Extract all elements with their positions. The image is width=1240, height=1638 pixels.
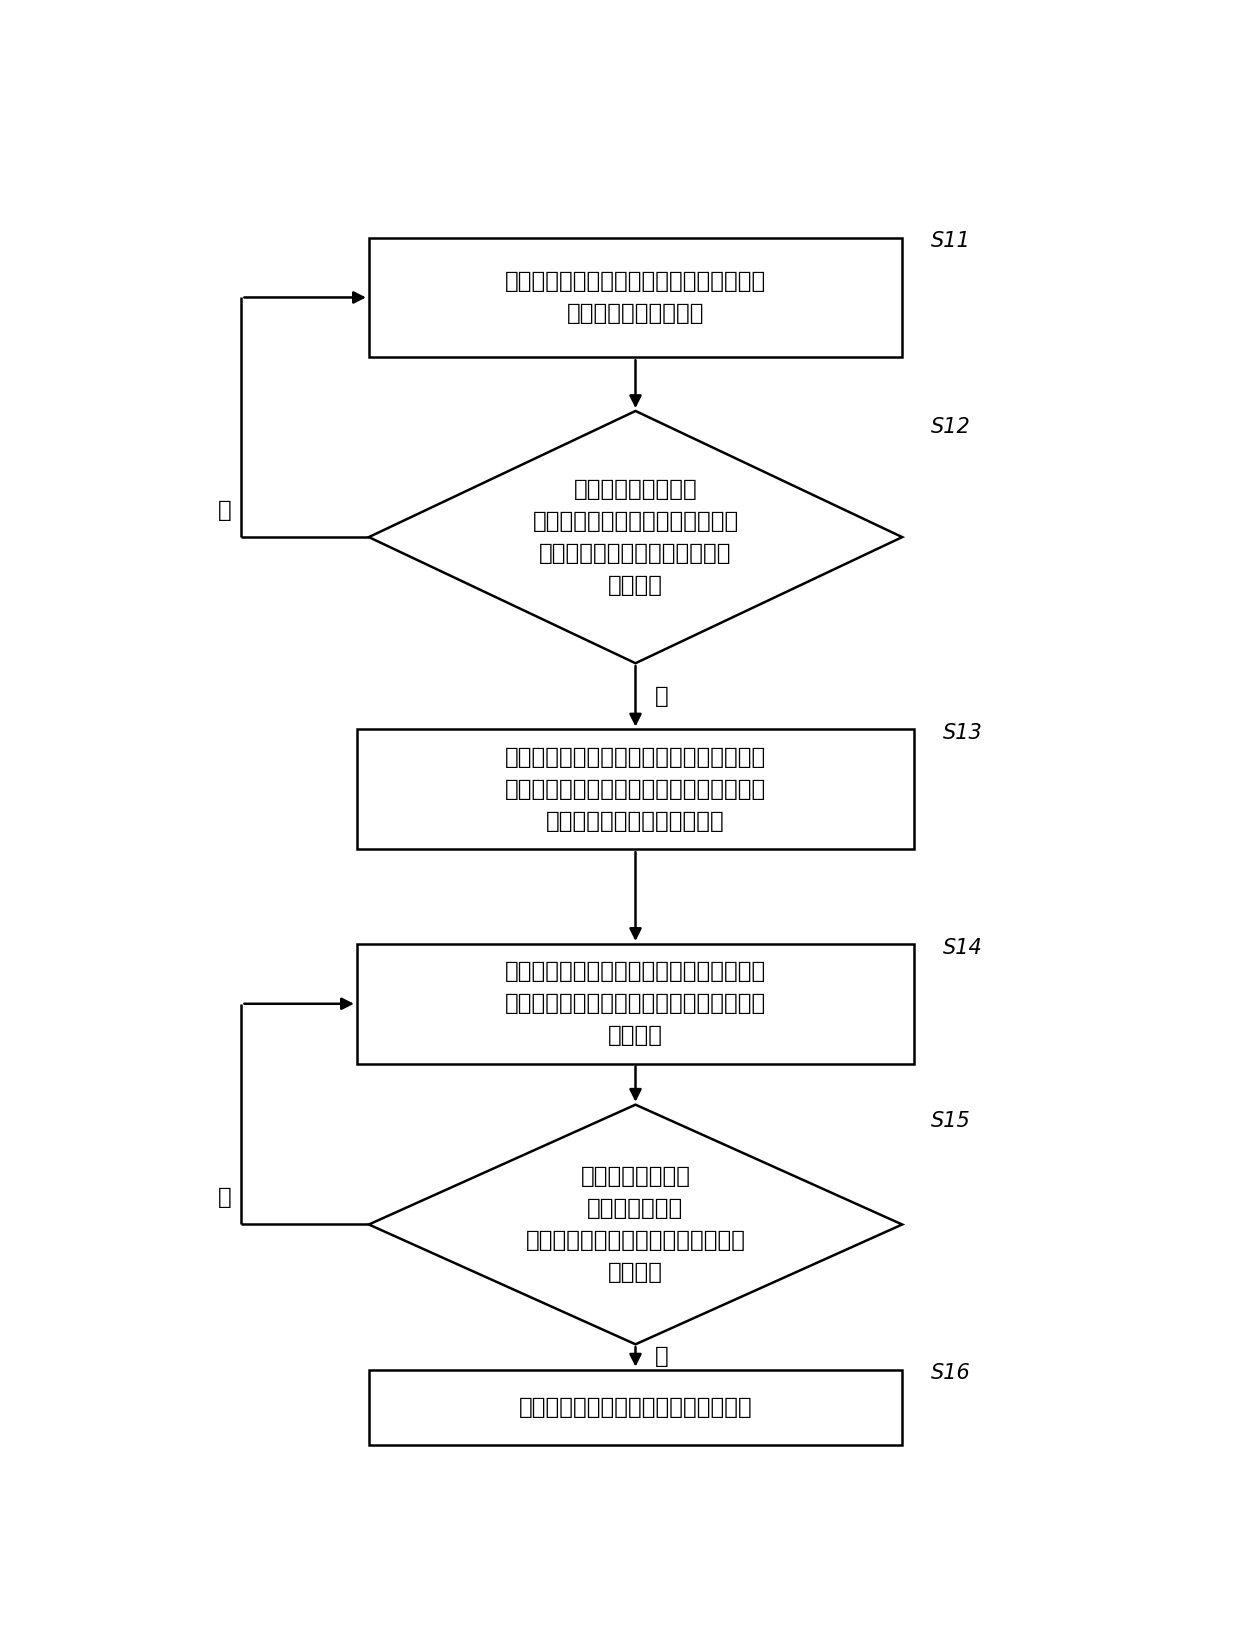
Bar (368, 1369, 903, 1445)
Text: S12: S12 (931, 418, 971, 437)
Text: 是: 是 (655, 685, 668, 708)
Text: S16: S16 (931, 1363, 971, 1382)
Text: 从每两个相邻预选分段点之间的预选分段中
筛选压裂分段，每个压裂分段内各测井点的
压裂潜力值满足第一预设条件: 从每两个相邻预选分段点之间的预选分段中 筛选压裂分段，每个压裂分段内各测井点的 … (505, 745, 766, 832)
Bar (368, 238, 903, 357)
Text: S15: S15 (931, 1111, 971, 1130)
Text: S14: S14 (944, 937, 983, 958)
Text: S13: S13 (944, 722, 983, 744)
Text: 否: 否 (218, 1186, 232, 1209)
Text: 确定各预选分簇点为压裂分段的分簇点: 确定各预选分簇点为压裂分段的分簇点 (518, 1396, 753, 1419)
Text: 否: 否 (218, 500, 232, 523)
Polygon shape (368, 411, 903, 663)
Text: 是: 是 (655, 1345, 668, 1368)
Polygon shape (368, 1104, 903, 1345)
Bar (357, 943, 914, 1063)
Text: 根据水平井待压裂区段的分段数，确定待压
裂区段的各预选分段点: 根据水平井待压裂区段的分段数，确定待压 裂区段的各预选分段点 (505, 270, 766, 324)
Text: S11: S11 (931, 231, 971, 251)
Text: 判断每两个相邻预选
分段点之间的各测井点的压裂潜力
值的方差是否都小于等于预设的
方差阈值: 判断每两个相邻预选 分段点之间的各测井点的压裂潜力 值的方差是否都小于等于预设的… (532, 478, 739, 596)
Text: 判断各预选分簇点
对应的压裂潜力
的平均值是否大于等于预设的第一平
均值阈值: 判断各预选分簇点 对应的压裂潜力 的平均值是否大于等于预设的第一平 均值阈值 (526, 1165, 745, 1284)
Bar (357, 729, 914, 848)
Text: 根据压裂分段对应的储层类型对应的的最小
簇间距和最大簇间距，确定压裂分段的各预
选分簇点: 根据压裂分段对应的储层类型对应的的最小 簇间距和最大簇间距，确定压裂分段的各预 … (505, 960, 766, 1047)
